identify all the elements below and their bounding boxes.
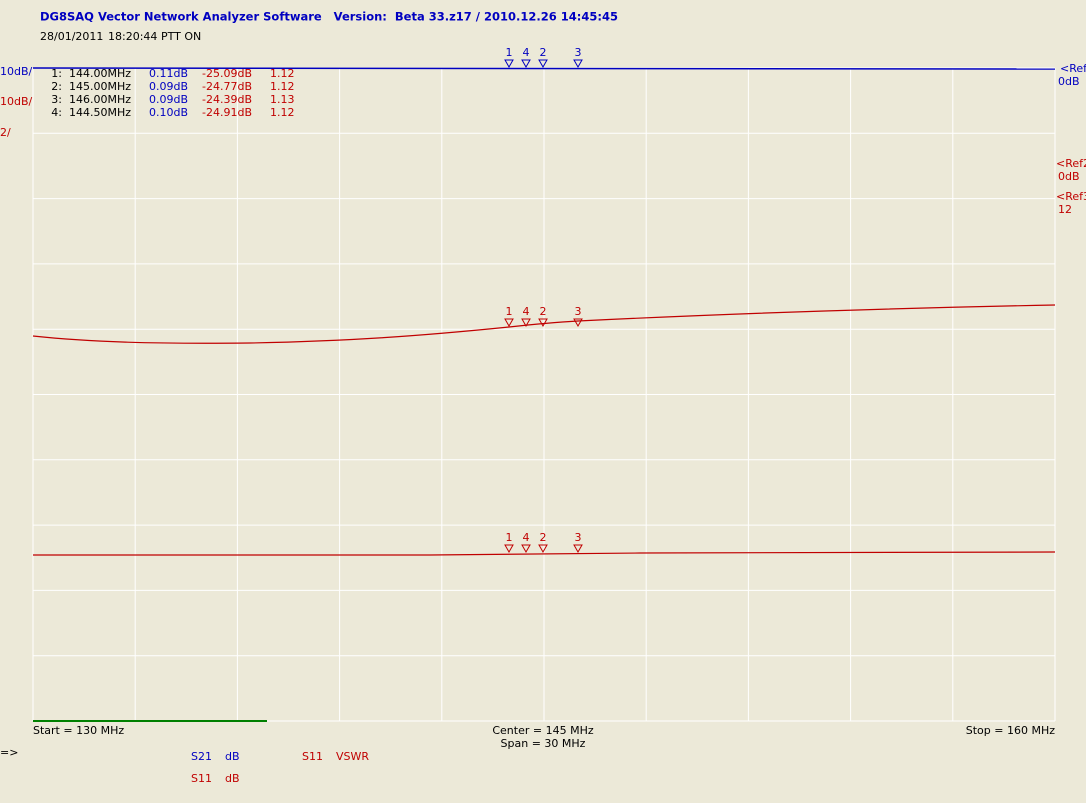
legend-format[interactable]: VSWR [336,750,369,763]
marker-cell: -24.39dB [202,93,252,106]
legend-param[interactable]: S11 [191,772,212,785]
ref-value: 0dB [1058,170,1080,183]
marker-label: 2 [540,305,547,318]
scale: 10dB/ [0,95,33,108]
marker-cell: 145.00MHz [69,80,131,93]
center-freq: Center = 145 MHz [492,724,593,737]
start-freq: Start = 130 MHz [33,724,124,737]
marker-label: 2 [540,46,547,59]
marker-label: 4 [523,531,530,544]
time: 18:20:44 [108,30,157,43]
marker-cell: 3: [51,93,62,106]
marker-cell: -24.77dB [202,80,252,93]
prompt: => [0,746,18,759]
s21-trace [32,67,1056,70]
marker-label: 3 [575,531,582,544]
marker-cell: -24.91dB [202,106,252,119]
ref-name: <Ref2 [1056,157,1086,170]
ref-value: 12 [1058,203,1072,216]
s11-vswr-trace [33,551,1056,556]
ref-name: <Ref3 [1056,190,1086,203]
marker-triangle [504,318,514,328]
grid [32,67,1056,722]
marker-label: 1 [506,531,513,544]
marker-label: 4 [523,305,530,318]
marker-cell: 0.09dB [149,80,188,93]
marker-label: 4 [523,46,530,59]
legend-format[interactable]: dB [225,772,240,785]
marker-triangle [573,544,583,554]
marker-triangle [538,318,548,328]
marker-cell: 1.12 [270,80,295,93]
marker-label: 3 [575,305,582,318]
ref-value: 0dB [1058,75,1080,88]
marker-cell: 4: [51,106,62,119]
marker-triangle [504,544,514,554]
marker-triangle [521,544,531,554]
legend-param[interactable]: S21 [191,750,212,763]
marker-label: 1 [506,46,513,59]
marker-triangle [521,318,531,328]
marker-label: 3 [575,46,582,59]
marker-triangle [538,544,548,554]
marker-cell: 146.00MHz [69,93,131,106]
scale: 2/ [0,126,11,139]
title: DG8SAQ Vector Network Analyzer Software … [40,10,618,24]
marker-cell: 1: [51,67,62,80]
marker-cell: 2: [51,80,62,93]
marker-cell: 0.09dB [149,93,188,106]
marker-triangle [573,59,583,69]
marker-cell: 0.10dB [149,106,188,119]
stop-freq: Stop = 160 MHz [966,724,1055,737]
marker-label: 2 [540,531,547,544]
marker-triangle [504,59,514,69]
marker-cell: 144.50MHz [69,106,131,119]
marker-triangle [538,59,548,69]
legend-param[interactable]: S11 [302,750,323,763]
date: 28/01/2011 [40,30,103,43]
scale: 10dB/ [0,65,33,78]
marker-cell: 1.12 [270,67,295,80]
status: PTT ON [161,30,201,43]
marker-cell: 1.12 [270,106,295,119]
marker-cell: 0.11dB [149,67,188,80]
marker-cell: 1.13 [270,93,295,106]
marker-label: 1 [506,305,513,318]
s11-db-trace [32,304,1056,344]
legend-format[interactable]: dB [225,750,240,763]
marker-triangle [521,59,531,69]
marker-cell: 144.00MHz [69,67,131,80]
marker-cell: -25.09dB [202,67,252,80]
marker-triangle [573,318,583,328]
span: Span = 30 MHz [501,737,586,750]
